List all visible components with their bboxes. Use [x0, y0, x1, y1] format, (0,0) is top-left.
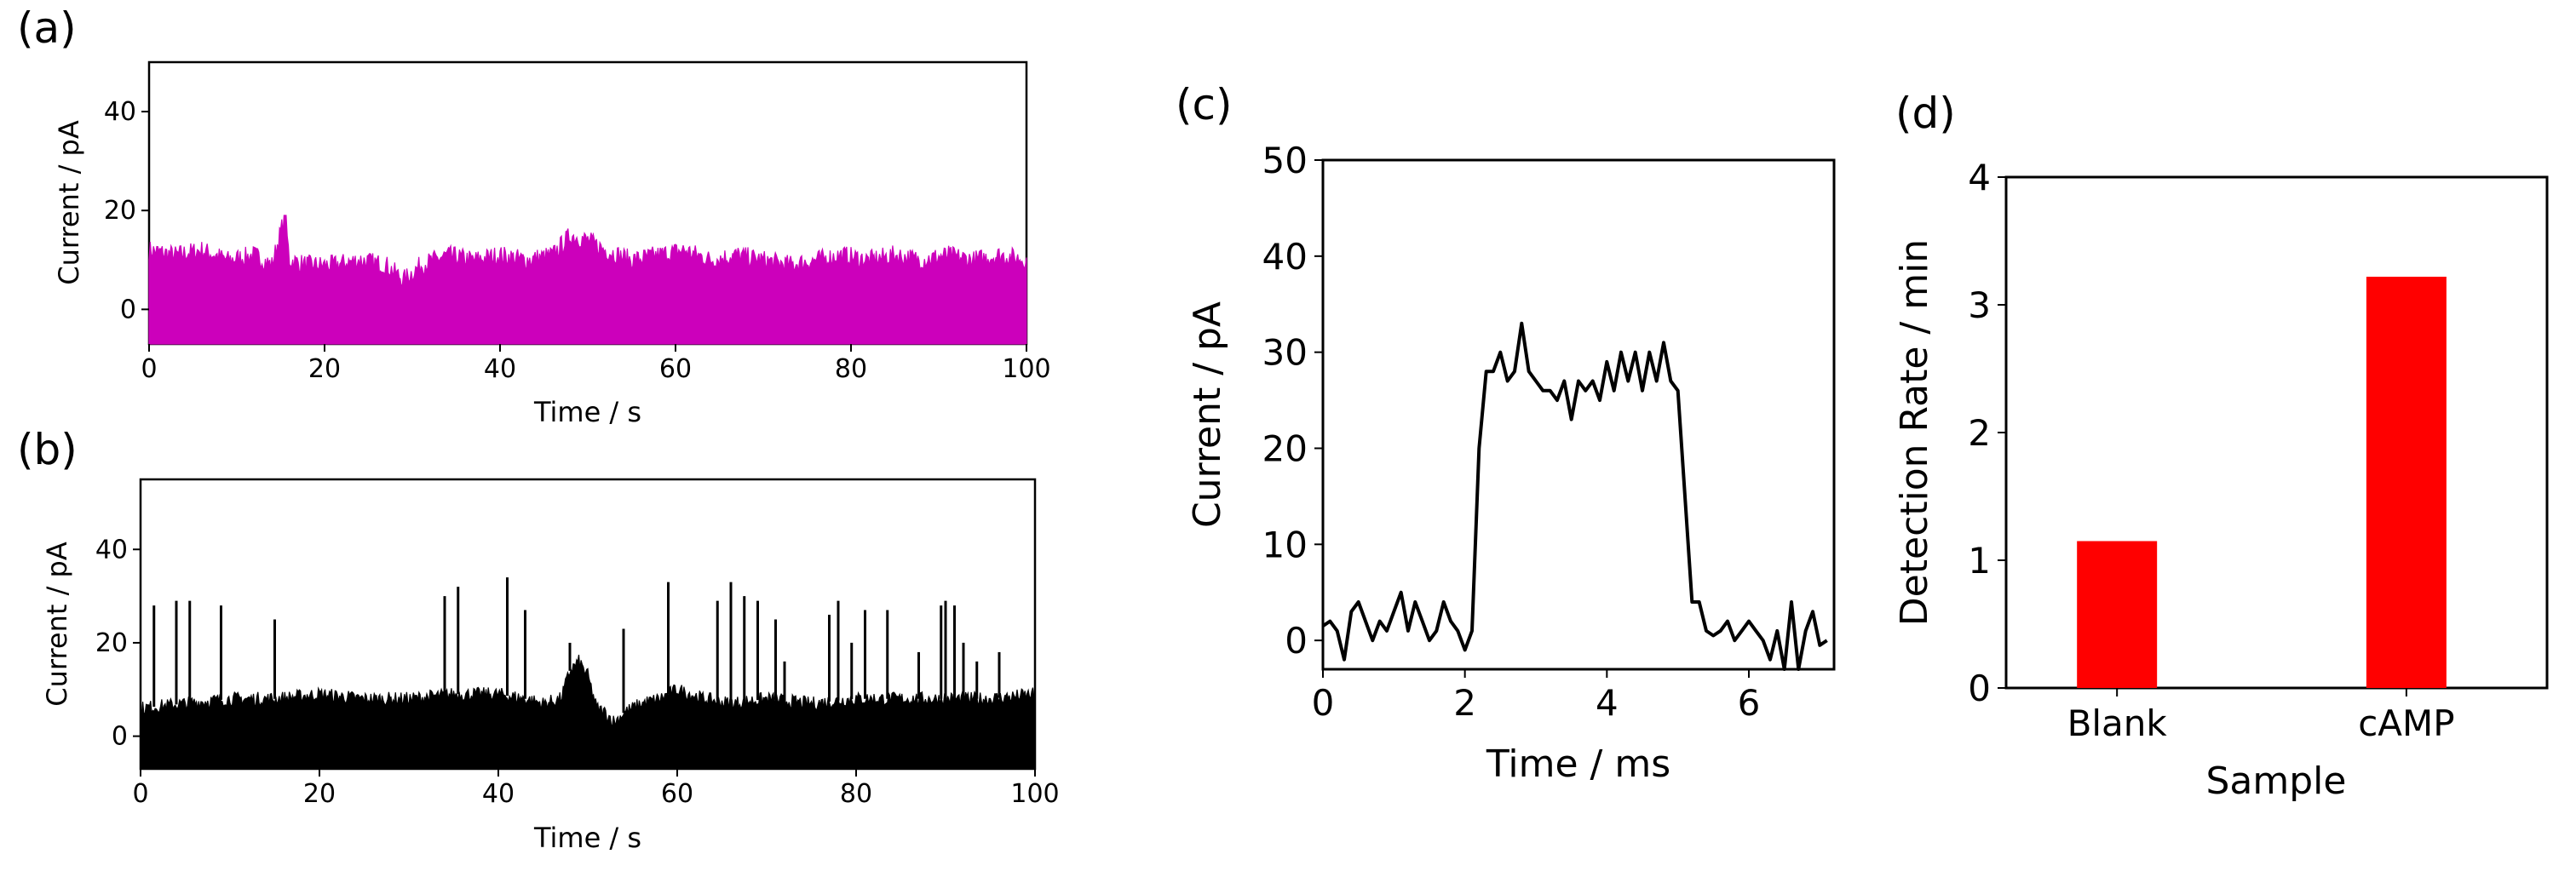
- panel-a-y-axis-label: Current / pA: [53, 120, 85, 285]
- panel-d-bar-camp: [2366, 277, 2447, 688]
- y-tick-label: 1: [1968, 540, 1991, 582]
- panel-a-current-trace: [148, 215, 1027, 345]
- y-tick-label: 20: [95, 628, 128, 658]
- y-tick-label: 0: [120, 295, 136, 324]
- y-tick-label: 50: [1262, 140, 1308, 181]
- panel-b-y-ticks: 0 20 40: [95, 535, 141, 752]
- panel-d-bar-blank: [2077, 541, 2158, 688]
- panel-a-x-ticks: 0 20 40 60 80 100: [141, 344, 1051, 384]
- panel-b: (b) 0 20 40 60 80 100 0 20 40 Time / s Current …: [17, 425, 1060, 854]
- panel-b-trace: [140, 577, 1036, 770]
- panel-a-trace: [148, 215, 1027, 345]
- y-tick-label: 4: [1968, 157, 1991, 198]
- x-tick-label: 80: [835, 354, 867, 384]
- x-tick-label: 60: [659, 354, 692, 384]
- x-tick-label: Blank: [2067, 702, 2168, 744]
- panel-a-y-ticks: 0 20 40: [104, 97, 149, 324]
- x-tick-label: cAMP: [2358, 702, 2454, 744]
- x-tick-label: 80: [840, 779, 872, 809]
- panel-b-current-trace: [140, 654, 1036, 770]
- x-tick-label: 2: [1453, 682, 1476, 724]
- panel-c-frame: [1321, 158, 1836, 671]
- x-tick-label: 60: [661, 779, 693, 809]
- x-tick-label: 100: [1002, 354, 1050, 384]
- panel-c-x-axis-label: Time / ms: [1486, 742, 1670, 786]
- panel-d-y-ticks: 0 1 2 3 4: [1968, 157, 2006, 709]
- panel-d-bars: [2077, 277, 2447, 688]
- panel-b-x-ticks: 0 20 40 60 80 100: [132, 769, 1060, 809]
- y-tick-label: 40: [104, 97, 136, 127]
- x-tick-label: 0: [141, 354, 157, 384]
- y-tick-label: 30: [1262, 332, 1308, 374]
- panel-c: (c) 0 2 4 6 0 10 20 30 40 50 Time / ms Current /…: [1176, 80, 1836, 786]
- panel-d: (d) 0 1 2 3 4 Blank cAMP Sample Detection Rat…: [1893, 89, 2549, 803]
- panel-c-x-ticks: 0 2 4 6: [1312, 669, 1761, 724]
- panel-c-y-axis-label: Current / pA: [1186, 301, 1229, 528]
- panel-a-label: (a): [17, 3, 77, 53]
- panel-a-x-axis-label: Time / s: [533, 396, 641, 428]
- y-tick-label: 0: [1285, 620, 1308, 662]
- y-tick-label: 0: [112, 722, 128, 752]
- y-tick-label: 40: [1262, 236, 1308, 278]
- panel-c-trace: [1321, 321, 1828, 671]
- panel-c-event-trace: [1321, 321, 1828, 671]
- x-tick-label: 20: [308, 354, 341, 384]
- x-tick-label: 40: [482, 779, 515, 809]
- panel-d-label: (d): [1895, 89, 1956, 138]
- x-tick-label: 40: [484, 354, 516, 384]
- panel-d-y-axis-label: Detection Rate / min: [1893, 239, 1936, 626]
- x-tick-label: 4: [1596, 682, 1619, 724]
- panel-b-x-axis-label: Time / s: [533, 822, 641, 854]
- y-tick-label: 10: [1262, 524, 1308, 565]
- panel-c-label: (c): [1176, 80, 1233, 129]
- y-tick-label: 20: [1262, 427, 1308, 469]
- x-tick-label: 0: [1312, 682, 1335, 724]
- panel-b-y-axis-label: Current / pA: [41, 542, 73, 707]
- x-tick-label: 20: [303, 779, 336, 809]
- x-tick-label: 6: [1738, 682, 1761, 724]
- panel-c-y-ticks: 0 10 20 30 40 50: [1262, 140, 1323, 662]
- y-tick-label: 0: [1968, 668, 1991, 709]
- y-tick-label: 40: [95, 535, 128, 565]
- y-tick-label: 20: [104, 196, 136, 226]
- x-tick-label: 0: [132, 779, 148, 809]
- x-tick-label: 100: [1010, 779, 1059, 809]
- panel-a: (a) 0 20 40 60 80 100 0 20 40 Time / s Current …: [17, 3, 1051, 428]
- panel-d-x-ticks: Blank cAMP: [2067, 688, 2455, 744]
- y-tick-label: 2: [1968, 412, 1991, 454]
- panel-d-x-axis-label: Sample: [2206, 759, 2347, 803]
- panel-b-label: (b): [17, 425, 78, 474]
- y-tick-label: 3: [1968, 284, 1991, 326]
